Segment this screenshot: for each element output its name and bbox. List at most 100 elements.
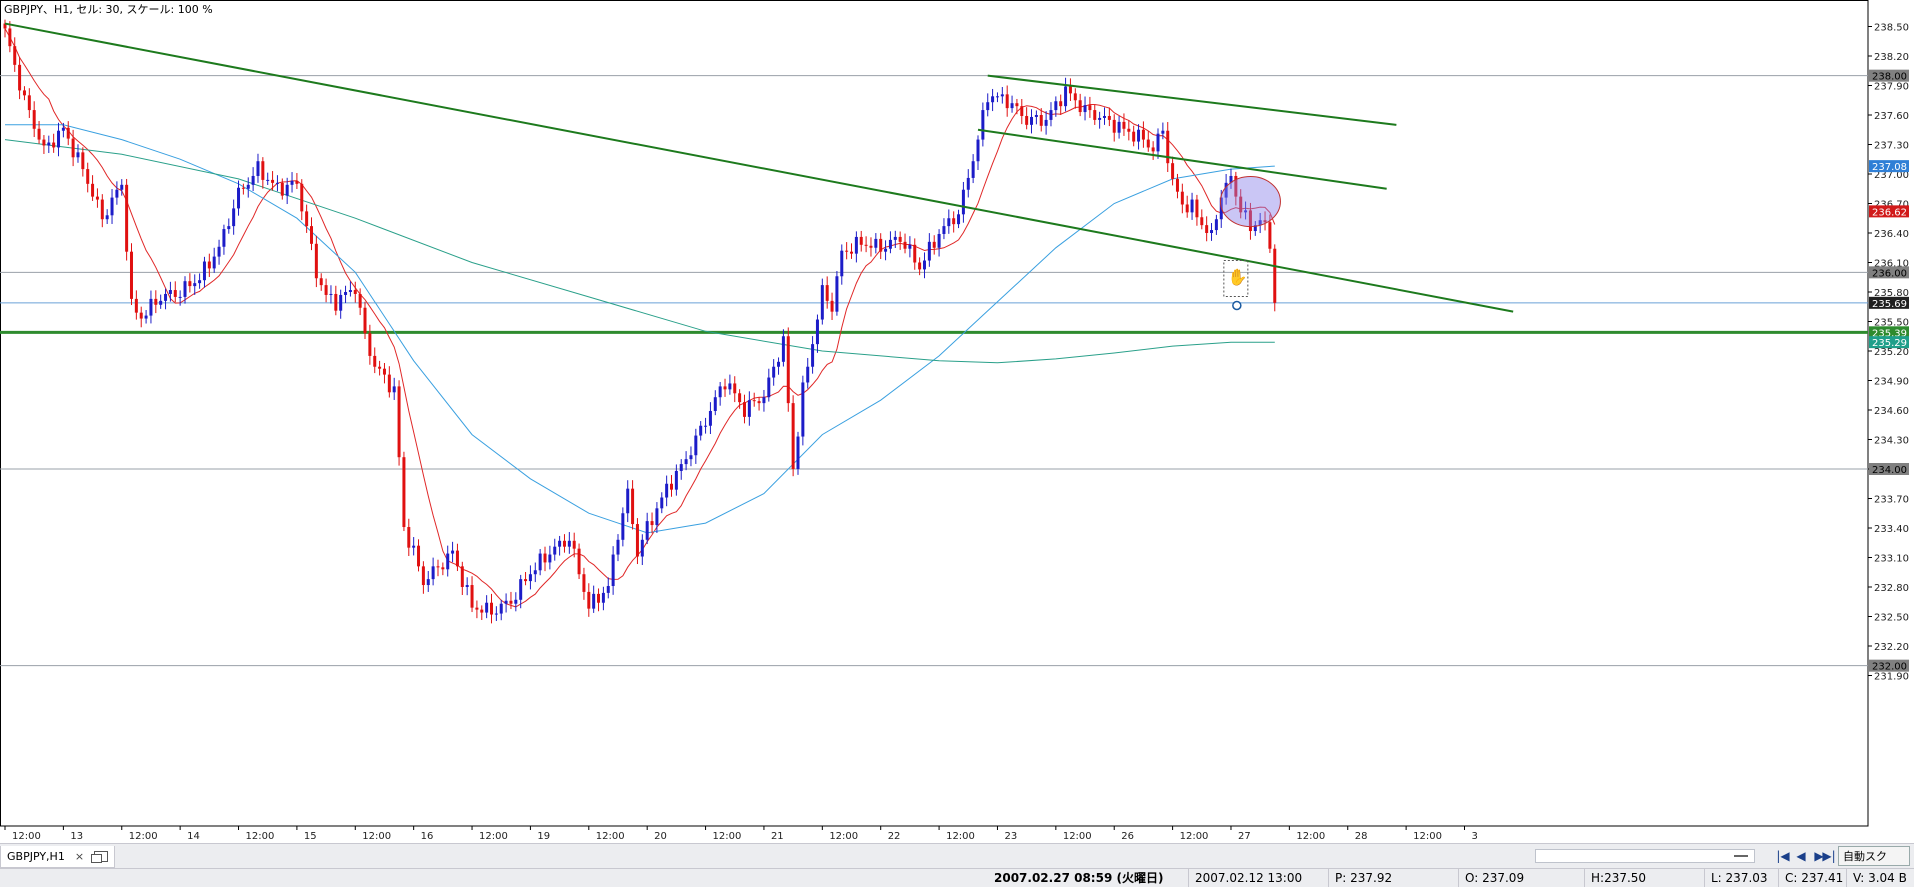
candle-body <box>645 521 649 540</box>
candle-body <box>1127 128 1131 132</box>
trendlines[interactable] <box>4 22 1514 313</box>
price-tick-label: 236.10 <box>1874 259 1909 270</box>
candle-body <box>285 184 289 196</box>
candle-body <box>261 161 265 180</box>
candle-body <box>864 244 868 246</box>
price-label-bg <box>1869 463 1909 475</box>
price-tick-label: 234.90 <box>1874 377 1909 388</box>
nav-last-icon[interactable]: ▶| <box>1822 849 1836 863</box>
candle-body <box>129 251 133 299</box>
price-tick-label: 235.50 <box>1874 318 1909 329</box>
candle-body <box>1083 105 1087 113</box>
window-restore-icon[interactable] <box>91 851 109 863</box>
candle-body <box>251 175 255 185</box>
candle-body <box>937 233 941 248</box>
candle-body <box>212 256 216 269</box>
candle-body <box>8 28 12 47</box>
candle-body <box>772 366 776 378</box>
candle-body <box>504 600 508 604</box>
candle-body <box>76 152 80 158</box>
candle-body <box>339 294 343 311</box>
time-tick-label: 12:00 <box>479 831 508 842</box>
price-chart[interactable]: ✋ 238.50238.20237.90237.60237.30237.0023… <box>0 0 1914 843</box>
candle-body <box>922 260 926 270</box>
candle-body <box>412 545 416 548</box>
price-tick-label: 237.30 <box>1874 141 1909 152</box>
candle-body <box>840 250 844 277</box>
time-tick-label: 20 <box>654 831 667 842</box>
candle-body <box>149 298 153 316</box>
candle-body <box>1205 225 1209 233</box>
price-tick-label: 234.30 <box>1874 436 1909 447</box>
candle-body <box>665 483 669 498</box>
candle-body <box>854 236 858 254</box>
candle-body <box>543 553 547 563</box>
trendline[interactable] <box>977 128 1387 190</box>
candle-body <box>913 244 917 263</box>
candle-body <box>893 236 897 240</box>
candle-body <box>1195 199 1199 218</box>
candle-body <box>1141 129 1145 140</box>
candle-body <box>879 238 883 252</box>
candle-body <box>168 290 172 294</box>
chart-tab[interactable]: GBPJPY,H1 × <box>0 846 116 868</box>
nav-next-icon[interactable]: ▶ <box>1814 849 1824 863</box>
candle-body <box>957 214 961 225</box>
auto-scroll-button[interactable]: 自動スク <box>1838 846 1910 866</box>
candle-body <box>699 425 703 436</box>
candle-body <box>1156 133 1160 152</box>
chart-scrollbar[interactable] <box>1535 849 1755 863</box>
candle-body <box>144 315 148 319</box>
candle-body <box>217 246 221 257</box>
candle-body <box>791 403 795 469</box>
candle-body <box>460 566 464 587</box>
candle-body <box>898 236 902 242</box>
candle-body <box>329 293 333 295</box>
time-tick-label: 12:00 <box>829 831 858 842</box>
candle-body <box>1068 86 1072 94</box>
candle-body <box>548 554 552 563</box>
time-tick-label: 12:00 <box>246 831 275 842</box>
candle-body <box>271 179 275 183</box>
candle-body <box>227 226 231 230</box>
price-tick-label: 236.70 <box>1874 200 1909 211</box>
chart-area[interactable]: ✋ 238.50 238.20 237.90 237.60 237.30 237.00 23… <box>0 0 1914 843</box>
candle-body <box>918 262 922 270</box>
candle-body <box>32 110 36 129</box>
status-volume: V: 3.04 B <box>1846 869 1907 887</box>
candle-body <box>1268 222 1272 249</box>
trendline[interactable] <box>987 74 1397 126</box>
candle-body <box>777 361 781 367</box>
time-tick-label: 16 <box>421 831 434 842</box>
time-tick-label: 12:00 <box>596 831 625 842</box>
candle-body <box>1210 230 1214 233</box>
candle-body <box>173 290 177 297</box>
candle-body <box>995 96 999 98</box>
candle-body <box>105 215 109 220</box>
nav-first-icon[interactable]: |◀ <box>1776 849 1790 863</box>
candle-body <box>533 570 537 575</box>
candle-body <box>13 46 17 65</box>
candle-body <box>57 130 61 148</box>
trendline[interactable] <box>4 22 1514 313</box>
candle-body <box>567 540 571 547</box>
candle-body <box>373 355 377 367</box>
horizontal-lines[interactable] <box>0 75 1868 667</box>
chart-title: GBPJPY、H1, セル: 30, スケール: 100 % <box>4 3 213 16</box>
close-icon[interactable]: × <box>74 850 85 863</box>
candle-body <box>110 197 114 216</box>
candle-body <box>256 161 260 176</box>
candle-body <box>207 261 211 269</box>
candle-body <box>344 292 348 295</box>
candle-body <box>655 508 659 526</box>
candle-body <box>952 218 956 225</box>
candle-body <box>528 574 532 582</box>
nav-prev-icon[interactable]: ◀ <box>1796 849 1806 863</box>
scrollbar-thumb[interactable] <box>1734 855 1748 857</box>
candle-body <box>728 383 732 390</box>
candle-body <box>1151 147 1155 152</box>
candle-body <box>1146 139 1150 148</box>
price-label-bg <box>1869 336 1909 349</box>
candle-body <box>417 545 421 567</box>
candle-body <box>908 244 912 249</box>
